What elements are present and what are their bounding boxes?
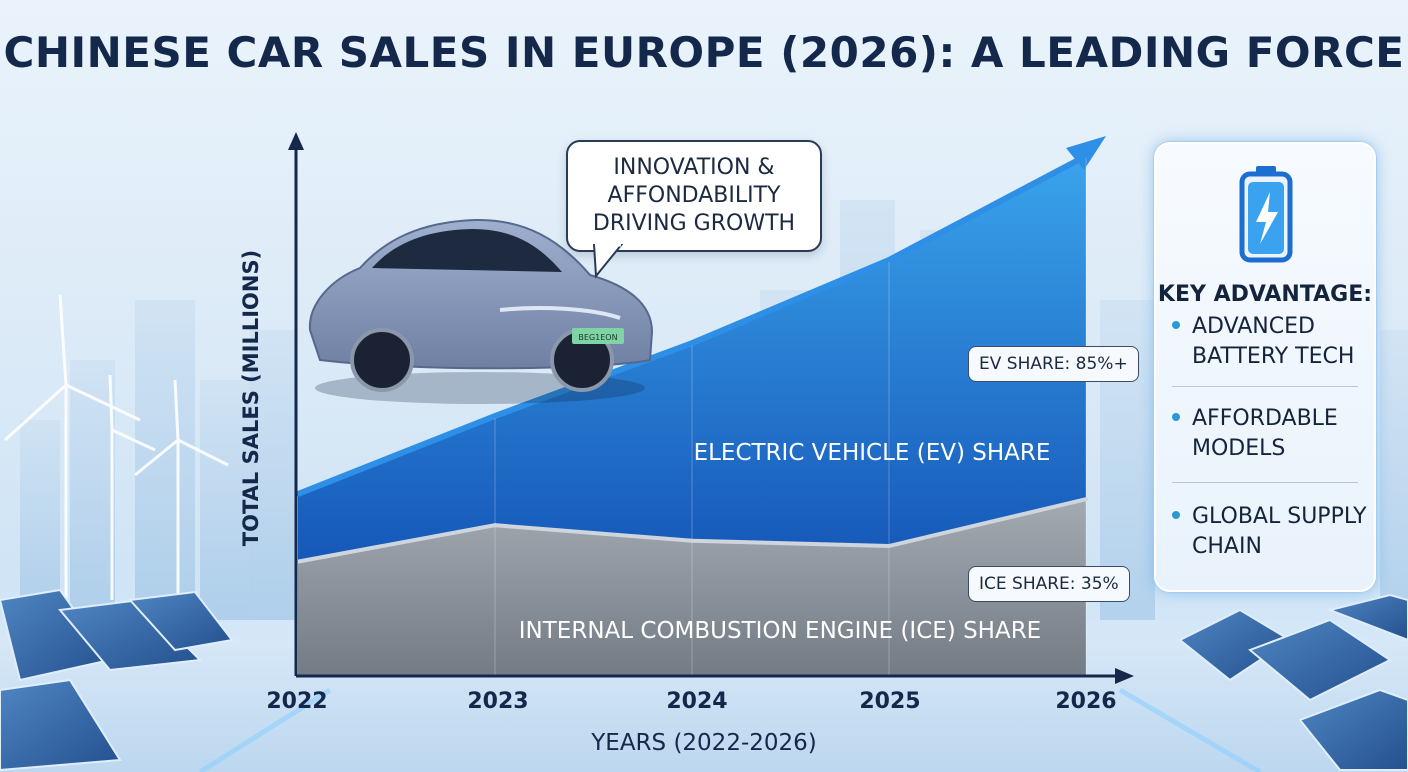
bullet-icon: [1172, 413, 1180, 421]
ice-share-area: [298, 499, 1086, 676]
divider: [1172, 482, 1358, 483]
x-axis-label: YEARS (2022-2026): [590, 730, 817, 756]
x-tick-label: 2026: [1055, 689, 1116, 714]
ice-data-point: [493, 523, 497, 528]
series-label-ev: ELECTRIC VEHICLE (EV) SHARE: [694, 440, 1051, 466]
page-title: CHINESE CAR SALES IN EUROPE (2026): A LE…: [3, 28, 1405, 77]
x-tick-label: 2023: [467, 689, 528, 714]
ev-share-area: [298, 156, 1086, 562]
advantage-text: GLOBAL SUPPLY CHAIN: [1192, 504, 1367, 559]
wind-turbine-icon: [3, 294, 229, 610]
key-advantage-panel: KEY ADVANTAGE: ADVANCED BATTERY TECH AFF…: [1154, 142, 1376, 592]
bullet-icon: [1172, 321, 1180, 329]
license-plate-text: BEG1EON: [578, 333, 617, 342]
y-axis-label: TOTAL SALES (MILLIONS): [239, 250, 263, 546]
electric-car-illustration: BEG1EON: [308, 218, 654, 404]
ev-share-callout: EV SHARE: 85%+: [968, 346, 1139, 382]
ice-data-point: [887, 544, 891, 548]
x-tick-label: 2022: [266, 689, 327, 714]
x-tick-label: 2025: [859, 689, 920, 714]
license-plate: [572, 328, 624, 344]
advantage-text: ADVANCED BATTERY TECH: [1192, 314, 1355, 369]
panel-heading: KEY ADVANTAGE:: [1157, 282, 1373, 307]
ev-data-point: [1084, 154, 1088, 158]
ice-data-point: [1084, 497, 1088, 502]
speech-bubble-tail: [592, 244, 624, 279]
x-axis-arrow-icon: [1115, 668, 1134, 684]
x-tick-label: 2024: [666, 689, 727, 714]
battery-icon: [1239, 166, 1293, 263]
car-wheel-icon: [350, 328, 414, 392]
speech-bubble: INNOVATION & AFFONDABILITY DRIVING GROWT…: [566, 140, 822, 252]
bullet-icon: [1172, 511, 1180, 519]
ice-share-callout: ICE SHARE: 35%: [968, 566, 1130, 602]
solar-panel-icon: [1178, 593, 1408, 771]
speech-bubble-text: INNOVATION & AFFONDABILITY DRIVING GROWT…: [592, 155, 796, 236]
advantage-text: AFFORDABLE MODELS: [1192, 406, 1338, 461]
y-axis-arrow-icon: [288, 132, 304, 150]
solar-panel-icon: [0, 588, 234, 772]
ice-data-point: [690, 538, 694, 543]
ev-data-point: [887, 258, 891, 262]
ev-data-point: [493, 414, 497, 418]
growth-arrow-icon: [1066, 136, 1106, 170]
series-label-ice: INTERNAL COMBUSTION ENGINE (ICE) SHARE: [519, 618, 1041, 644]
divider: [1172, 386, 1358, 387]
ev-data-point: [690, 341, 694, 346]
